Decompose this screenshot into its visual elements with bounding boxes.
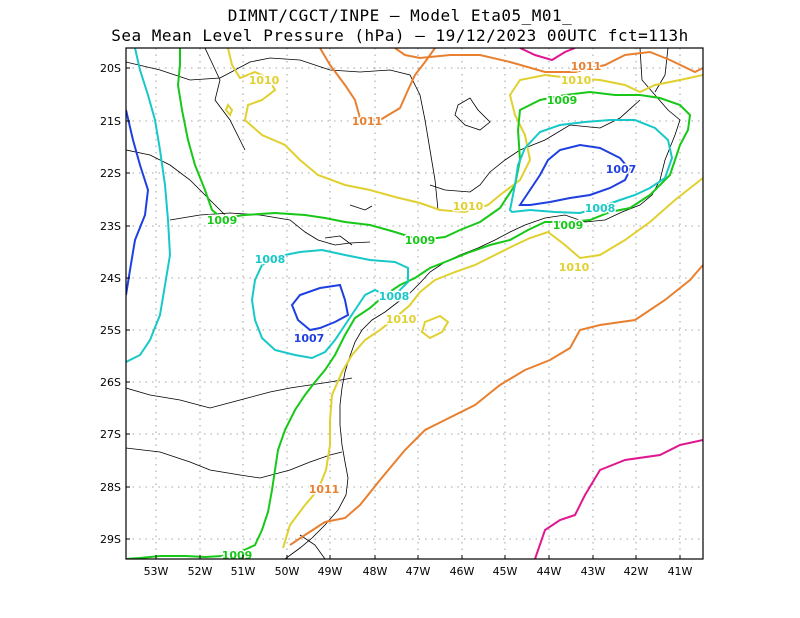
isobar-1011-west [319,48,436,122]
lat-tick-label: 27S [100,428,121,441]
contour-label-1010: 1010 [386,313,417,326]
contour-label-1010: 1010 [561,74,592,87]
lon-tick-label: 49W [318,565,343,578]
lat-tick-label: 29S [100,533,121,546]
isobar-1008-west [126,48,172,363]
goias-border [204,48,246,151]
lat-tick-label: 22S [100,167,121,180]
isobars [126,48,703,559]
sc-rs-border [126,447,343,479]
lat-tick-label: 25S [100,324,121,337]
lon-tick-label: 50W [275,565,300,578]
rs-lagoon [299,534,326,559]
lat-tick-label: 24S [100,272,121,285]
isobar-1010-west-loop [224,103,234,117]
rio-border [429,48,669,193]
contour-label-1009: 1009 [405,234,436,247]
contour-label-1011: 1011 [352,115,383,128]
lon-tick-label: 48W [363,565,388,578]
lon-tick-label: 52W [188,565,213,578]
atlantic-coastline [284,48,681,559]
map-frame [125,47,704,560]
parana-sc-border [126,377,353,409]
bay-islands [324,97,491,246]
contour-label-1010: 1010 [559,261,590,274]
lat-tick-label: 23S [100,220,121,233]
isobar-1012-south [534,439,703,559]
lon-tick-label: 44W [537,565,562,578]
isobar-1010-coast [282,177,703,549]
isobar-1011-north [394,48,703,74]
isobar-1011-south [289,264,703,546]
lat-tick-label: 28S [100,481,121,494]
isobar-1009-west [126,48,692,559]
lat-tick-label: 21S [100,115,121,128]
map-title-line2: Sea Mean Level Pressure (hPa) — 19/12/20… [111,26,689,45]
contour-label-1010: 1010 [249,74,280,87]
contour-label-1008: 1008 [255,253,286,266]
map-title-line1: DIMNT/CGCT/INPE — Model Eta05_M01_ [227,6,573,25]
lat-tick-label: 20S [100,62,121,75]
isobar-1007-west [126,109,150,296]
contour-label-1010: 1010 [453,200,484,213]
isobar-1010-north-a [227,48,703,214]
minas-sp-border [126,57,439,211]
isobar-1008-ring [250,248,409,360]
contour-label-1008: 1008 [379,290,410,303]
contour-label-1011: 1011 [309,483,340,496]
contour-label-1009: 1009 [547,94,578,107]
lon-tick-label: 46W [450,565,475,578]
isobar-1007-ring [290,283,350,332]
lon-tick-label: 41W [668,565,693,578]
lat-tick-label: 26S [100,376,121,389]
isobar-1010-loop [420,314,450,340]
lon-tick-label: 45W [493,565,518,578]
contour-label-1011: 1011 [571,60,602,73]
contour-label-1007: 1007 [606,163,637,176]
lon-tick-label: 53W [144,565,169,578]
ms-border [126,149,226,216]
lat-lon-grid [126,48,703,559]
isobar-1008-east [508,119,674,215]
contour-label-1009: 1009 [553,219,584,232]
lon-tick-label: 51W [231,565,256,578]
axis-ticks: 20S 21S 22S 23S 24S 25S 26S 27S 28S 29S 53W 52W 51W 5… [100,62,693,578]
lon-tick-label: 47W [406,565,431,578]
contour-label-1007: 1007 [294,332,325,345]
coastline-borders [126,48,681,559]
isobar-1007-east [518,143,632,206]
sp-parana-border [169,212,371,246]
isobar-1012-north [519,48,576,62]
lon-tick-label: 43W [581,565,606,578]
contour-label-1009: 1009 [207,214,238,227]
lon-tick-label: 42W [624,565,649,578]
contour-label-1008: 1008 [585,202,616,215]
contour-label-1009: 1009 [222,549,253,562]
contour-labels: 1007100710081008100810091009100910091009… [205,59,638,564]
